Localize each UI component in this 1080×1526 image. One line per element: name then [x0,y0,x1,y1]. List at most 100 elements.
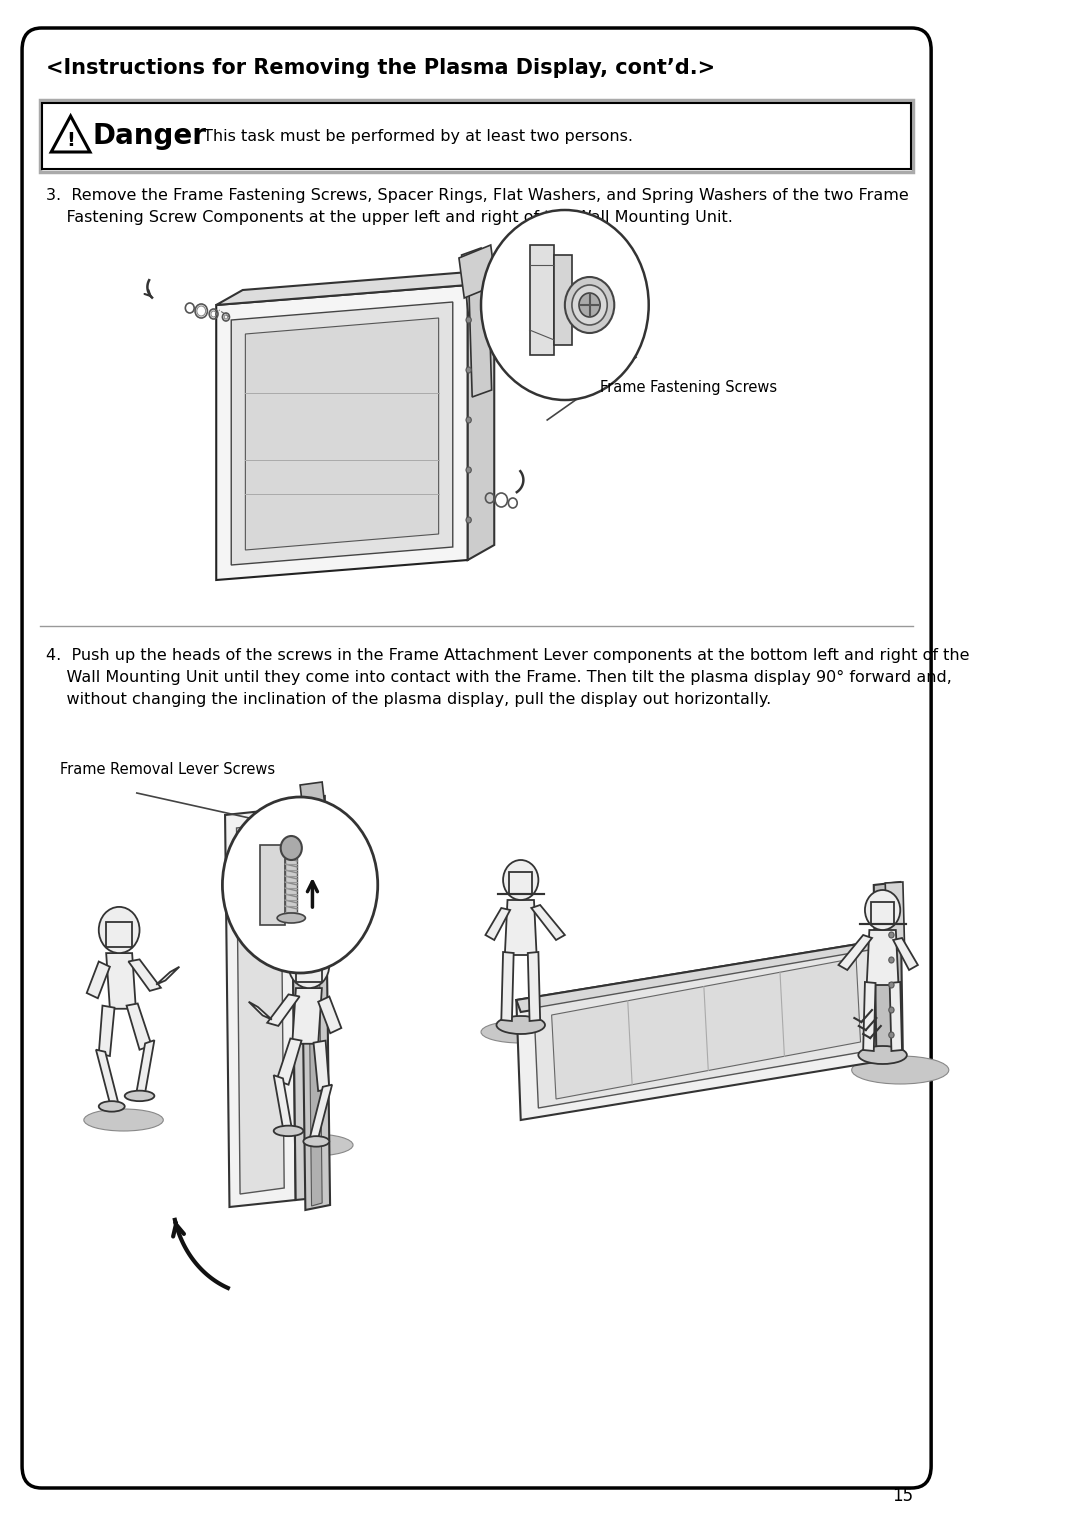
Polygon shape [516,940,887,1120]
Ellipse shape [278,913,306,923]
Bar [554,255,572,345]
Text: 15: 15 [892,1486,914,1505]
Bar [106,922,132,946]
Circle shape [889,932,894,938]
Polygon shape [136,1041,154,1096]
Circle shape [565,278,615,333]
Polygon shape [886,882,905,951]
Bar [296,957,322,981]
Circle shape [465,417,471,423]
Polygon shape [516,940,887,1012]
Polygon shape [501,952,514,1021]
Polygon shape [293,989,322,1044]
Ellipse shape [852,1056,949,1083]
Polygon shape [319,996,341,1033]
Polygon shape [86,961,110,998]
Circle shape [503,861,539,900]
Circle shape [889,1032,894,1038]
Ellipse shape [273,1126,303,1137]
Circle shape [465,366,471,372]
Polygon shape [528,952,540,1021]
Polygon shape [313,1041,329,1091]
Polygon shape [216,285,468,580]
Circle shape [222,797,378,974]
Bar [42,102,910,169]
Polygon shape [300,797,330,1210]
Text: 3.  Remove the Frame Fastening Screws, Spacer Rings, Flat Washers, and Spring Wa: 3. Remove the Frame Fastening Screws, Sp… [45,188,908,203]
Bar [529,246,554,356]
Polygon shape [96,1050,119,1106]
Text: <Instructions for Removing the Plasma Display, cont’d.>: <Instructions for Removing the Plasma Di… [45,58,715,78]
Polygon shape [106,954,136,1009]
Polygon shape [276,1039,301,1085]
Circle shape [288,942,329,989]
Bar [872,902,894,925]
Polygon shape [307,800,322,1206]
Bar [260,845,285,925]
Polygon shape [468,270,495,560]
Ellipse shape [481,1021,561,1042]
Polygon shape [126,1004,151,1050]
Text: Fastening Screw Components at the upper left and right of the Wall Mounting Unit: Fastening Screw Components at the upper … [45,211,732,224]
Circle shape [579,293,600,317]
Ellipse shape [84,1109,163,1131]
Circle shape [465,467,471,473]
Polygon shape [273,1076,293,1131]
Polygon shape [552,958,861,1099]
Circle shape [889,1007,894,1013]
Polygon shape [874,882,903,1061]
Polygon shape [157,967,179,984]
Circle shape [572,285,607,325]
Ellipse shape [497,1016,545,1035]
Text: Frame Removal Lever Screws: Frame Removal Lever Screws [60,761,275,777]
Polygon shape [300,781,326,823]
Text: Danger: Danger [93,122,206,150]
Polygon shape [216,270,495,305]
Bar [40,101,914,172]
Polygon shape [245,317,438,549]
Polygon shape [225,807,296,1207]
Polygon shape [248,1001,272,1019]
Polygon shape [863,983,876,1051]
Text: !: ! [66,131,75,150]
Ellipse shape [859,1045,907,1064]
Text: without changing the inclination of the plasma display, pull the display out hor: without changing the inclination of the … [45,691,771,707]
Ellipse shape [98,1102,124,1111]
Ellipse shape [303,1137,329,1146]
Polygon shape [461,249,488,317]
Text: Frame Fastening Screws: Frame Fastening Screws [600,380,778,395]
Circle shape [281,836,301,861]
Polygon shape [309,1085,332,1141]
Bar [285,848,297,919]
Polygon shape [237,823,284,1193]
Circle shape [481,211,649,400]
Polygon shape [469,273,491,397]
Text: This task must be performed by at least two persons.: This task must be performed by at least … [203,128,633,143]
Text: Wall Mounting Unit until they come into contact with the Frame. Then tilt the pl: Wall Mounting Unit until they come into … [45,670,951,685]
Text: 4.  Push up the heads of the screws in the Frame Attachment Lever components at : 4. Push up the heads of the screws in th… [45,649,970,662]
Polygon shape [292,806,316,1199]
Polygon shape [459,246,496,298]
Polygon shape [838,935,872,971]
Polygon shape [98,1006,114,1056]
Circle shape [465,317,471,324]
Polygon shape [267,995,299,1025]
Polygon shape [485,908,510,940]
Circle shape [889,957,894,963]
Circle shape [98,906,139,954]
Circle shape [889,983,894,987]
Polygon shape [534,951,874,1108]
Ellipse shape [124,1091,154,1102]
FancyBboxPatch shape [22,27,931,1488]
Polygon shape [129,960,161,990]
Circle shape [865,890,901,929]
Polygon shape [893,938,918,971]
Circle shape [465,517,471,523]
Polygon shape [867,929,899,984]
Polygon shape [890,983,902,1051]
Bar [510,871,532,894]
Polygon shape [231,302,453,565]
Polygon shape [531,905,565,940]
Circle shape [889,906,894,913]
Ellipse shape [273,1134,353,1157]
